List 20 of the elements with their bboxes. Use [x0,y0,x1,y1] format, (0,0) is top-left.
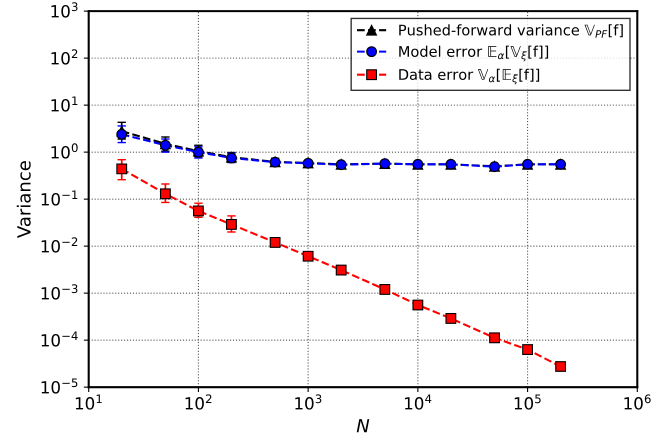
x-tick-label: 10$^{1}$ [76,394,102,410]
y-tick-label: 10$^{2}$ [51,49,78,65]
x-tick-label: 10$^{5}$ [514,394,541,410]
y-axis-title: Variance [16,161,31,238]
y-tick-label: 10$^{−5}$ [42,378,78,394]
y-tick-label: 10$^{3}$ [51,2,78,18]
x-tick-label: 10$^{3}$ [295,394,322,410]
legend-label: Data error 𝕍$_{α}$[𝔼$_{ξ}$[f]] [399,68,540,84]
y-tick-label: 10$^{0}$ [51,143,78,159]
y-tick-label: 10$^{−2}$ [42,237,78,253]
x-axis-title: N [356,419,370,432]
y-tick-label: 10$^{−3}$ [42,284,78,300]
y-tick-label: 10$^{−4}$ [42,331,78,347]
y-tick-label: 10$^{−1}$ [42,190,78,206]
legend-label: Pushed-forward variance 𝕍$_{PF}$[f] [399,24,623,38]
y-tick-label: 10$^{1}$ [51,96,78,112]
legend-label: Model error 𝔼$_{α}$[𝕍$_{ξ}$[f]] [399,46,548,62]
x-tick-label: 10$^{6}$ [624,394,651,410]
x-tick-label: 10$^{4}$ [405,394,432,410]
x-tick-label: 10$^{2}$ [186,394,212,410]
